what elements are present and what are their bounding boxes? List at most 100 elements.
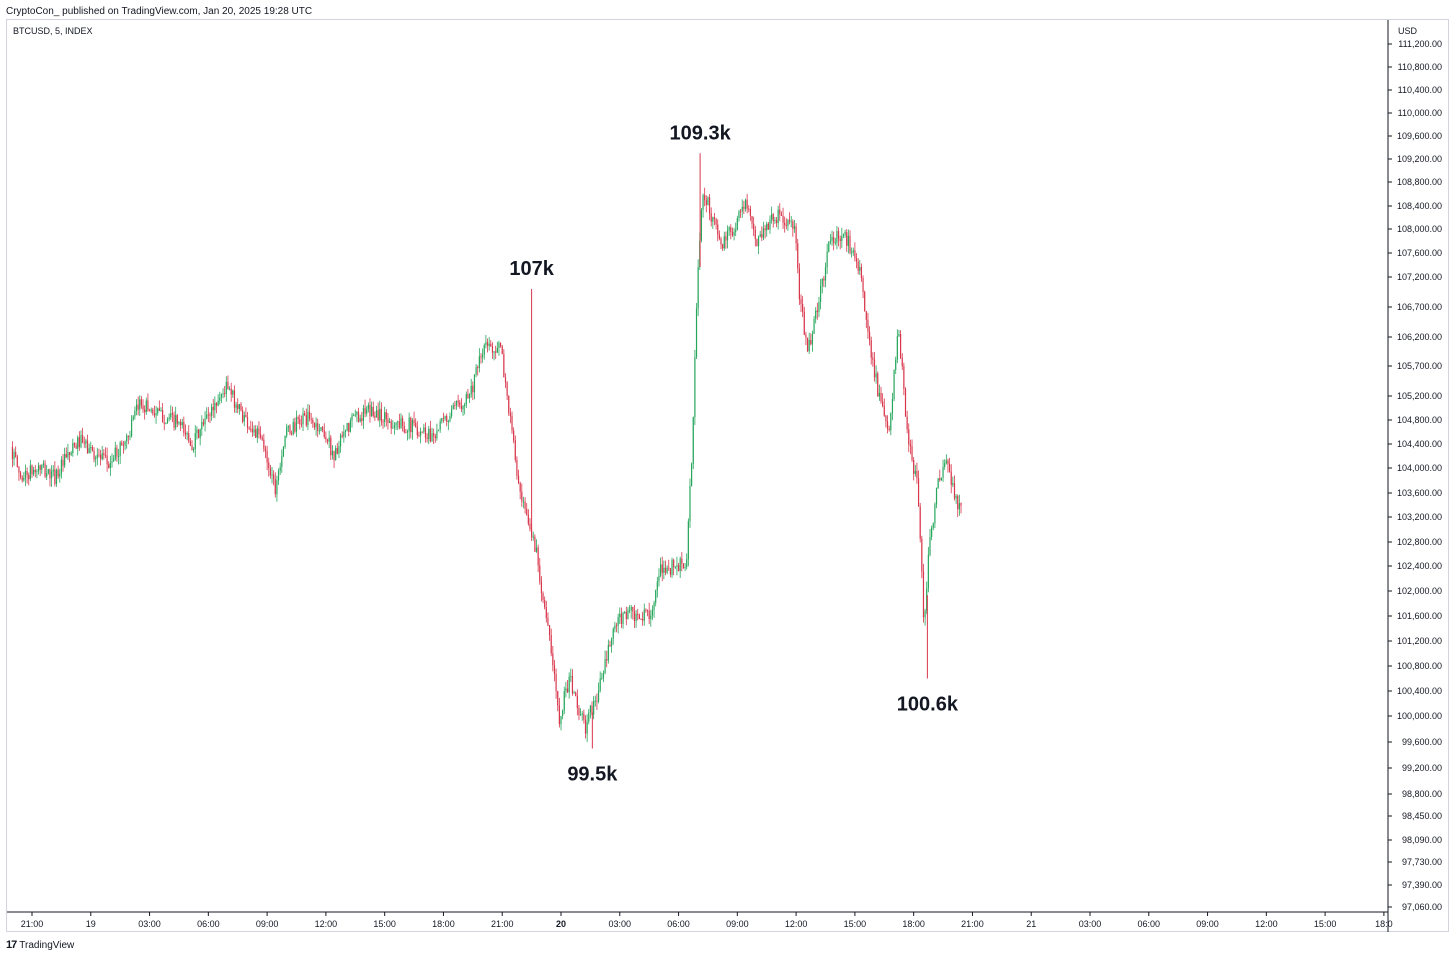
candle-body <box>310 418 312 420</box>
candle <box>387 413 389 430</box>
candle-body <box>153 413 156 416</box>
candle <box>88 443 90 454</box>
candle <box>219 391 221 405</box>
candle-body <box>694 357 696 418</box>
candle <box>351 412 353 428</box>
candle-body <box>738 211 740 219</box>
candle <box>52 464 54 477</box>
candle-body <box>940 477 943 481</box>
candle-body <box>620 613 623 624</box>
candle <box>441 417 443 424</box>
candle <box>408 412 410 440</box>
candle-body <box>209 414 211 416</box>
candle <box>560 715 562 731</box>
candle-body <box>271 474 273 476</box>
candle-body <box>744 199 747 209</box>
candle-body <box>256 428 258 438</box>
candle <box>193 446 195 453</box>
candle-body <box>601 678 603 680</box>
candle <box>926 581 928 615</box>
candle <box>777 205 779 230</box>
candle-body <box>531 529 533 538</box>
candle-body <box>558 705 560 725</box>
candle <box>199 428 201 446</box>
candle <box>483 343 485 360</box>
candle-body <box>717 224 719 235</box>
candle-body <box>91 446 94 451</box>
candle-body <box>483 344 485 355</box>
symbol-label[interactable]: BTCUSD, 5, INDEX <box>13 26 93 36</box>
price-tick-label: 100,400.00 <box>1397 686 1442 696</box>
candles-layer <box>11 153 962 749</box>
candle-body <box>921 538 923 572</box>
candle-body <box>508 395 510 414</box>
candle <box>658 568 660 587</box>
candle-body <box>217 400 219 406</box>
candle <box>413 411 415 427</box>
candle-body <box>225 381 227 394</box>
candle-body <box>284 435 286 448</box>
candle-body <box>188 433 190 442</box>
candle <box>522 496 525 509</box>
candle <box>635 609 637 628</box>
candle <box>744 198 747 212</box>
candle-body <box>468 394 471 399</box>
candle <box>648 602 650 625</box>
currency-label[interactable]: USD <box>1398 26 1418 36</box>
candle <box>454 400 456 410</box>
price-tick-label: 98,090.00 <box>1402 835 1442 845</box>
candle-body <box>341 435 343 437</box>
publish-caption: CryptoCon_ published on TradingView.com,… <box>6 6 313 17</box>
candle-body <box>83 442 85 444</box>
candle <box>95 455 97 467</box>
candle <box>748 205 750 213</box>
candle-body <box>779 209 781 215</box>
candle <box>736 215 738 231</box>
candle-body <box>150 409 152 411</box>
candle-body <box>232 390 234 395</box>
candle <box>77 435 79 456</box>
candle-body <box>501 346 503 355</box>
candle <box>625 606 627 626</box>
candle-body <box>929 537 931 555</box>
candle <box>762 221 765 241</box>
candle <box>397 420 399 430</box>
candle-body <box>797 243 799 269</box>
candle <box>137 396 139 416</box>
candle-body <box>261 437 263 440</box>
candle-body <box>668 567 670 569</box>
candle <box>153 405 156 418</box>
candle-body <box>767 223 769 230</box>
candle <box>780 211 783 217</box>
candle-body <box>433 433 435 436</box>
candle <box>64 447 66 468</box>
candle-body <box>886 421 889 430</box>
candle-body <box>627 610 629 620</box>
candle-body <box>947 460 949 465</box>
candle-body <box>336 448 338 454</box>
candle-body <box>127 435 129 437</box>
candle-body <box>633 611 636 622</box>
chart-frame[interactable] <box>6 19 1449 932</box>
candle-body <box>302 413 304 425</box>
candle <box>238 403 240 415</box>
candle <box>893 369 895 402</box>
candle-body <box>238 404 240 409</box>
candle-body <box>581 713 583 715</box>
price-axis[interactable]: 111,200.00 110,800.00 110,400.00 110,000.00… <box>1387 20 1442 932</box>
candle <box>197 428 200 439</box>
candle <box>650 609 652 627</box>
candle-body <box>181 421 183 426</box>
candle <box>532 531 534 541</box>
footer-brand[interactable]: 17 TradingView <box>6 939 74 951</box>
candle-body <box>882 401 884 406</box>
candle <box>90 441 92 454</box>
time-axis[interactable]: 21:00 19 03:00 06:00 09:00 12:00 15:00 18:00 21:… <box>7 911 1393 929</box>
price-tick-label: 103,200.00 <box>1397 512 1442 522</box>
candle <box>436 423 438 441</box>
candle <box>607 639 609 664</box>
candle <box>917 470 920 507</box>
candle <box>534 534 536 552</box>
candle-body <box>219 397 221 401</box>
